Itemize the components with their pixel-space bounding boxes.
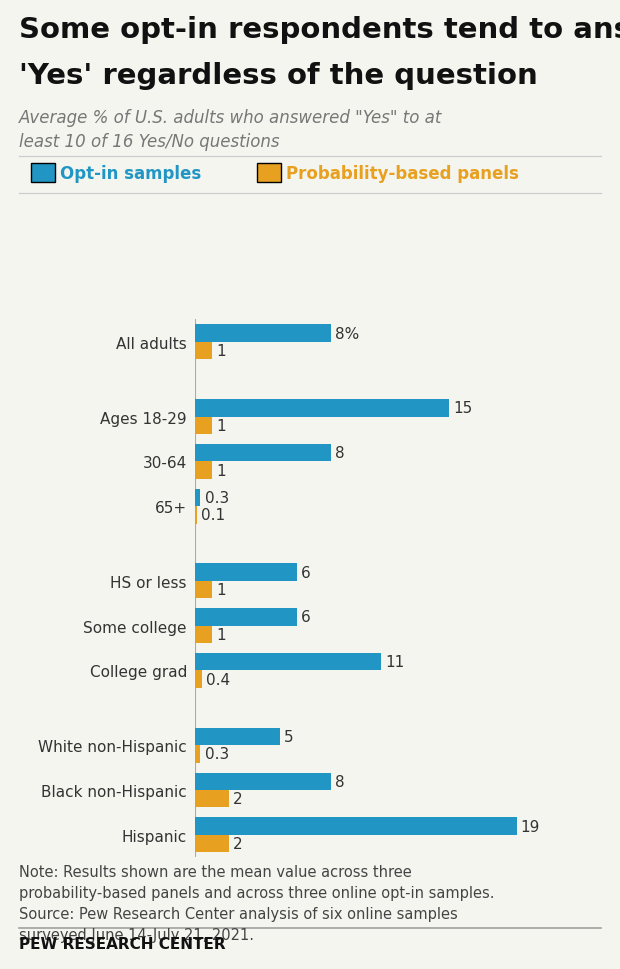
Text: 0.1: 0.1 (202, 508, 225, 523)
Bar (195, 462, 212, 480)
Text: 2: 2 (233, 792, 243, 806)
Bar (195, 342, 212, 359)
Text: Average % of U.S. adults who answered "Yes" to at
least 10 of 16 Yes/No question: Average % of U.S. adults who answered "Y… (19, 109, 442, 151)
Text: 1: 1 (216, 582, 226, 598)
Text: 'Yes' regardless of the question: 'Yes' regardless of the question (19, 62, 538, 90)
Bar (195, 581, 212, 599)
Bar (195, 728, 280, 745)
Bar (195, 325, 330, 342)
Bar (195, 400, 449, 418)
Bar (195, 790, 229, 807)
Text: 15: 15 (453, 401, 472, 416)
Text: 19: 19 (521, 819, 540, 833)
Text: 8: 8 (335, 774, 345, 789)
Text: 0.3: 0.3 (205, 490, 229, 506)
Text: 6: 6 (301, 565, 311, 580)
Bar (195, 818, 516, 835)
Bar (195, 489, 200, 507)
Bar (195, 772, 330, 790)
Text: 1: 1 (216, 463, 226, 478)
Bar (195, 835, 229, 853)
Text: 2: 2 (233, 836, 243, 851)
Bar (195, 745, 200, 763)
Text: 11: 11 (386, 654, 405, 670)
Bar (195, 445, 330, 462)
Bar (195, 626, 212, 643)
Text: 0.3: 0.3 (205, 747, 229, 762)
Text: 1: 1 (216, 419, 226, 433)
Bar (195, 418, 212, 435)
Bar (195, 671, 202, 688)
Text: 1: 1 (216, 344, 226, 359)
Text: 8: 8 (335, 446, 345, 460)
Text: Some opt-in respondents tend to answer: Some opt-in respondents tend to answer (19, 16, 620, 44)
Text: Note: Results shown are the mean value across three
probability-based panels and: Note: Results shown are the mean value a… (19, 864, 494, 942)
Text: Opt-in samples: Opt-in samples (60, 165, 202, 182)
Text: Probability-based panels: Probability-based panels (286, 165, 520, 182)
Text: PEW RESEARCH CENTER: PEW RESEARCH CENTER (19, 936, 225, 951)
Bar (195, 507, 197, 524)
Text: 0.4: 0.4 (206, 672, 231, 687)
Text: 5: 5 (284, 730, 294, 744)
Bar (195, 653, 381, 671)
Text: 6: 6 (301, 610, 311, 625)
Bar (195, 609, 297, 626)
Text: 1: 1 (216, 627, 226, 642)
Text: 8%: 8% (335, 327, 359, 341)
Bar (195, 564, 297, 581)
